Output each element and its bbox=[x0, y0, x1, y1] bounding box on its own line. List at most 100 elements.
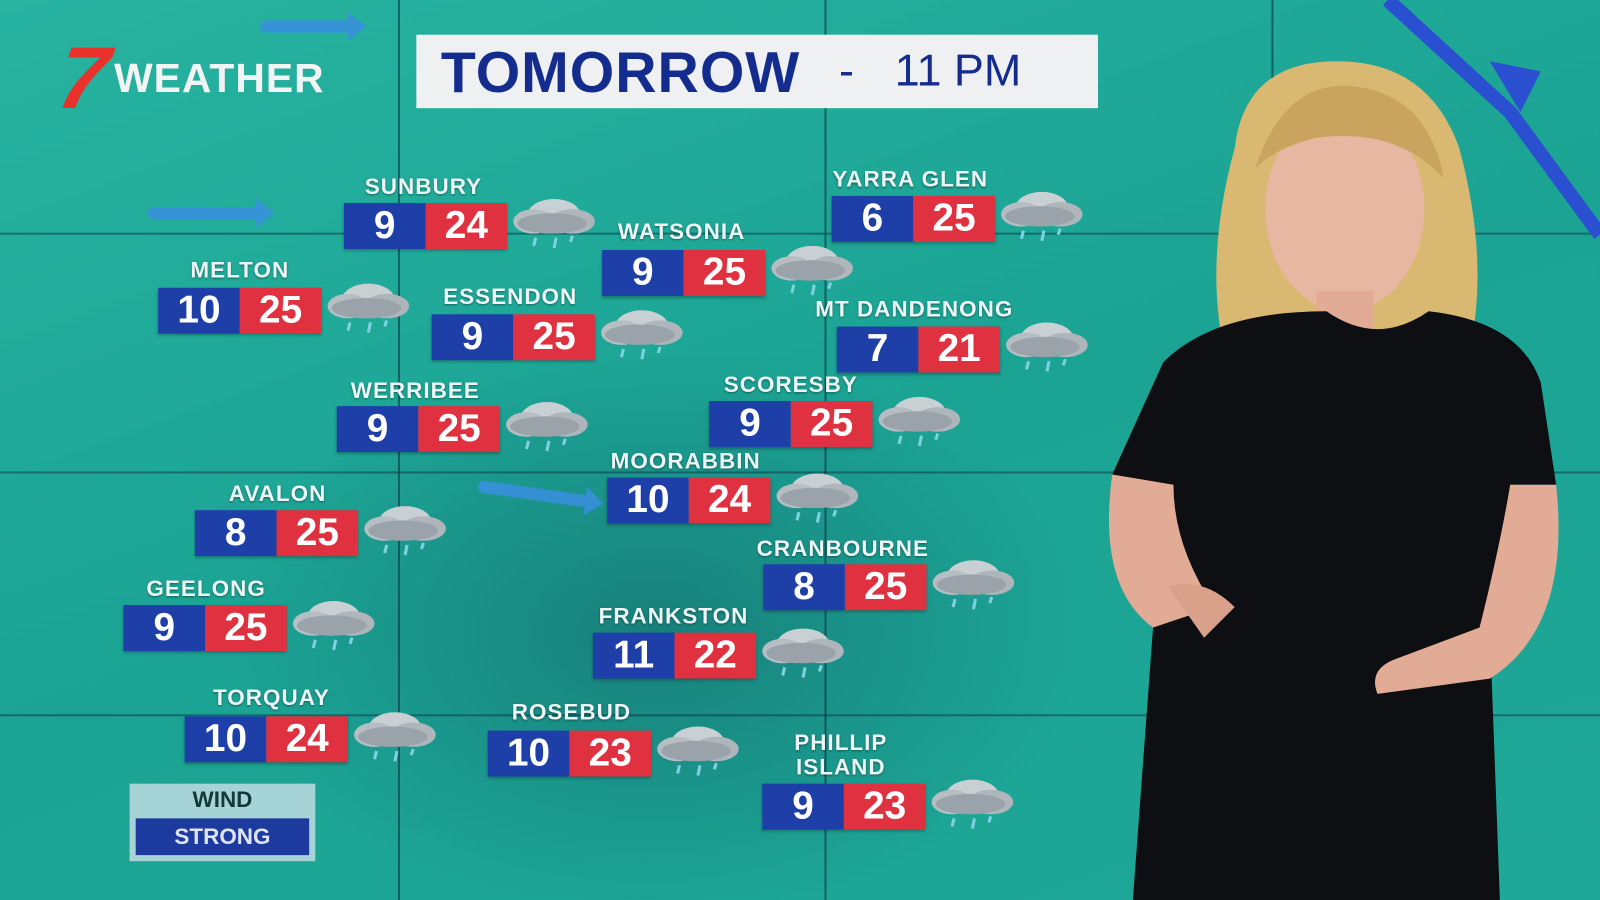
rain-cloud-icon bbox=[767, 238, 855, 299]
min-temp: 7 bbox=[836, 326, 919, 373]
temperature-box: 10 25 bbox=[158, 287, 322, 334]
city-name: SUNBURY bbox=[365, 174, 482, 198]
max-temp: 25 bbox=[513, 314, 595, 361]
min-temp: 9 bbox=[343, 203, 426, 249]
max-temp: 25 bbox=[844, 564, 927, 611]
city-name: MOORABBIN bbox=[610, 447, 761, 474]
city-name: FRANKSTON bbox=[599, 604, 749, 628]
min-temp: 8 bbox=[763, 564, 845, 611]
city-name-line: PHILLIP bbox=[794, 729, 888, 756]
rain-cloud-icon bbox=[350, 704, 438, 765]
max-temp: 24 bbox=[425, 203, 508, 249]
logo-seven: 7 bbox=[52, 29, 115, 128]
min-temp: 10 bbox=[487, 730, 570, 777]
temperature-box: 9 25 bbox=[602, 249, 766, 296]
max-temp: 22 bbox=[674, 632, 757, 679]
min-temp: 10 bbox=[158, 287, 240, 334]
city-name: MELTON bbox=[190, 258, 289, 282]
rain-cloud-icon bbox=[509, 191, 597, 252]
temperature-box: 9 25 bbox=[709, 401, 873, 447]
wind-arrow-icon bbox=[260, 12, 367, 41]
city-name-line: MT DANDENONG bbox=[815, 295, 1014, 322]
city-name-line: MOORABBIN bbox=[610, 447, 761, 474]
city-name-line: CRANBOURNE bbox=[756, 535, 930, 562]
logo-text: WEATHER bbox=[114, 55, 325, 101]
max-temp: 25 bbox=[790, 401, 873, 447]
temperature-box: 6 25 bbox=[831, 195, 995, 242]
rain-cloud-icon bbox=[323, 276, 411, 337]
city-name-line: ISLAND bbox=[795, 754, 886, 780]
rain-cloud-icon bbox=[597, 302, 685, 363]
rain-cloud-icon bbox=[360, 498, 448, 559]
min-temp: 9 bbox=[336, 406, 419, 453]
city-name: ESSENDON bbox=[443, 284, 577, 309]
max-temp: 25 bbox=[205, 605, 287, 652]
temperature-box: 9 24 bbox=[343, 203, 508, 249]
city-name-line: YARRA GLEN bbox=[832, 166, 989, 192]
max-temp: 25 bbox=[683, 249, 766, 296]
max-temp: 23 bbox=[843, 783, 926, 830]
min-temp: 9 bbox=[762, 783, 844, 830]
min-temp: 9 bbox=[123, 605, 206, 652]
rain-cloud-icon bbox=[772, 465, 860, 526]
city-name: MT DANDENONG bbox=[815, 295, 1014, 322]
rain-cloud-icon bbox=[289, 593, 377, 654]
rain-cloud-icon bbox=[928, 771, 1016, 832]
city-name-line: FRANKSTON bbox=[598, 603, 749, 629]
temperature-box: 9 25 bbox=[336, 406, 500, 453]
max-temp: 23 bbox=[569, 730, 652, 777]
city-name-line: WATSONIA bbox=[617, 218, 746, 244]
temperature-box: 9 23 bbox=[762, 783, 926, 830]
temperature-box: 8 25 bbox=[763, 564, 927, 611]
temperature-box: 9 25 bbox=[431, 314, 595, 361]
max-temp: 24 bbox=[688, 477, 771, 524]
city-name-line: AVALON bbox=[228, 480, 327, 507]
city-name-line: MELTON bbox=[190, 257, 290, 283]
page-title: TOMORROW bbox=[440, 39, 801, 104]
city-name: GEELONG bbox=[146, 576, 265, 601]
seven-weather-logo: 7 WEATHER bbox=[52, 30, 325, 128]
max-temp: 24 bbox=[266, 716, 348, 763]
wind-panel: WIND STRONG bbox=[129, 783, 316, 862]
city-name: PHILLIP ISLAND bbox=[794, 729, 888, 780]
max-temp: 25 bbox=[239, 287, 322, 334]
rain-cloud-icon bbox=[997, 184, 1085, 245]
grid-line bbox=[0, 714, 1600, 717]
forecast-time: 11 PM bbox=[894, 45, 1022, 96]
city-name-line: ROSEBUD bbox=[511, 698, 632, 725]
city-name: WATSONIA bbox=[618, 219, 745, 243]
city-name: SCORESBY bbox=[724, 372, 858, 396]
rain-cloud-icon bbox=[929, 552, 1017, 613]
city-name: TORQUAY bbox=[212, 684, 330, 711]
rain-cloud-icon bbox=[874, 389, 962, 450]
city-name-line: SUNBURY bbox=[364, 173, 483, 199]
city-name: AVALON bbox=[228, 480, 327, 507]
min-temp: 9 bbox=[602, 249, 684, 296]
wind-arrow-icon bbox=[147, 198, 275, 228]
city-name-line: SCORESBY bbox=[723, 371, 858, 397]
min-temp: 8 bbox=[194, 510, 277, 557]
grid-line bbox=[824, 0, 827, 900]
city-name: YARRA GLEN bbox=[832, 167, 988, 191]
city-name-line: TORQUAY bbox=[212, 684, 330, 711]
wind-value: STRONG bbox=[135, 818, 310, 856]
min-temp: 6 bbox=[831, 195, 914, 242]
rain-cloud-icon bbox=[758, 620, 846, 681]
temperature-box: 10 23 bbox=[487, 730, 652, 777]
temperature-box: 9 25 bbox=[123, 605, 287, 652]
max-temp: 25 bbox=[913, 195, 995, 242]
min-temp: 11 bbox=[592, 632, 675, 679]
min-temp: 9 bbox=[431, 314, 514, 361]
city-name: WERRIBEE bbox=[351, 378, 480, 403]
temperature-box: 7 21 bbox=[836, 326, 1000, 373]
temperature-box: 10 24 bbox=[184, 716, 348, 763]
rain-cloud-icon bbox=[502, 394, 590, 455]
city-name: ROSEBUD bbox=[511, 698, 632, 725]
temperature-box: 8 25 bbox=[194, 510, 359, 557]
max-temp: 25 bbox=[418, 406, 500, 453]
presenter bbox=[1108, 61, 1559, 900]
grid-line bbox=[0, 232, 1600, 235]
min-temp: 9 bbox=[709, 401, 791, 447]
temperature-box: 10 24 bbox=[607, 477, 771, 524]
